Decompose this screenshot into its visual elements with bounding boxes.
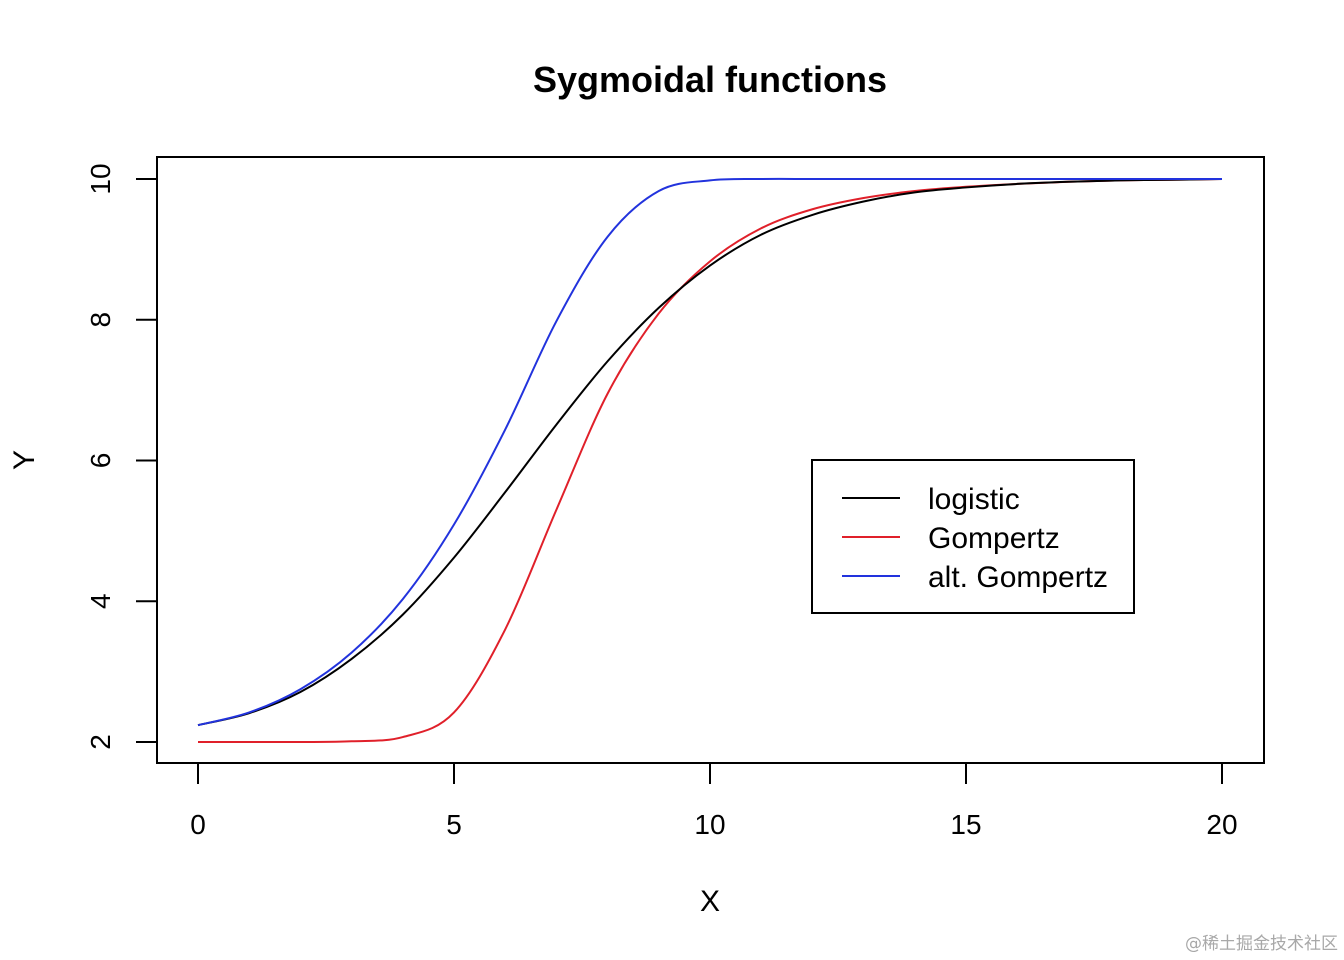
legend-label: Gompertz <box>928 522 1060 555</box>
y-axis-label: Y <box>8 450 41 470</box>
chart-title: Sygmoidal functions <box>533 59 887 100</box>
x-tick-label: 5 <box>446 809 462 840</box>
x-tick-label: 15 <box>950 809 981 840</box>
x-axis: 0 5 10 15 20 <box>190 762 1238 840</box>
x-tick-label: 0 <box>190 809 206 840</box>
series-line-logistic <box>197 178 1223 727</box>
series-line-alt-gompertz <box>197 177 1222 727</box>
y-tick-label: 10 <box>85 163 116 194</box>
y-tick-label: 2 <box>85 734 116 750</box>
legend: logistic Gompertz alt. Gompertz <box>811 459 1135 614</box>
x-tick-label: 10 <box>694 809 725 840</box>
series-lines <box>197 177 1223 744</box>
y-axis: 2 4 6 8 10 <box>85 163 158 750</box>
y-tick-label: 8 <box>85 312 116 328</box>
legend-label: logistic <box>928 483 1020 516</box>
y-tick-label: 4 <box>85 593 116 609</box>
legend-label: alt. Gompertz <box>928 561 1108 594</box>
y-tick-label: 6 <box>85 453 116 469</box>
watermark: @稀土掘金技术社区 <box>1185 934 1338 954</box>
x-tick-label: 20 <box>1206 809 1237 840</box>
x-axis-label: X <box>700 885 720 918</box>
